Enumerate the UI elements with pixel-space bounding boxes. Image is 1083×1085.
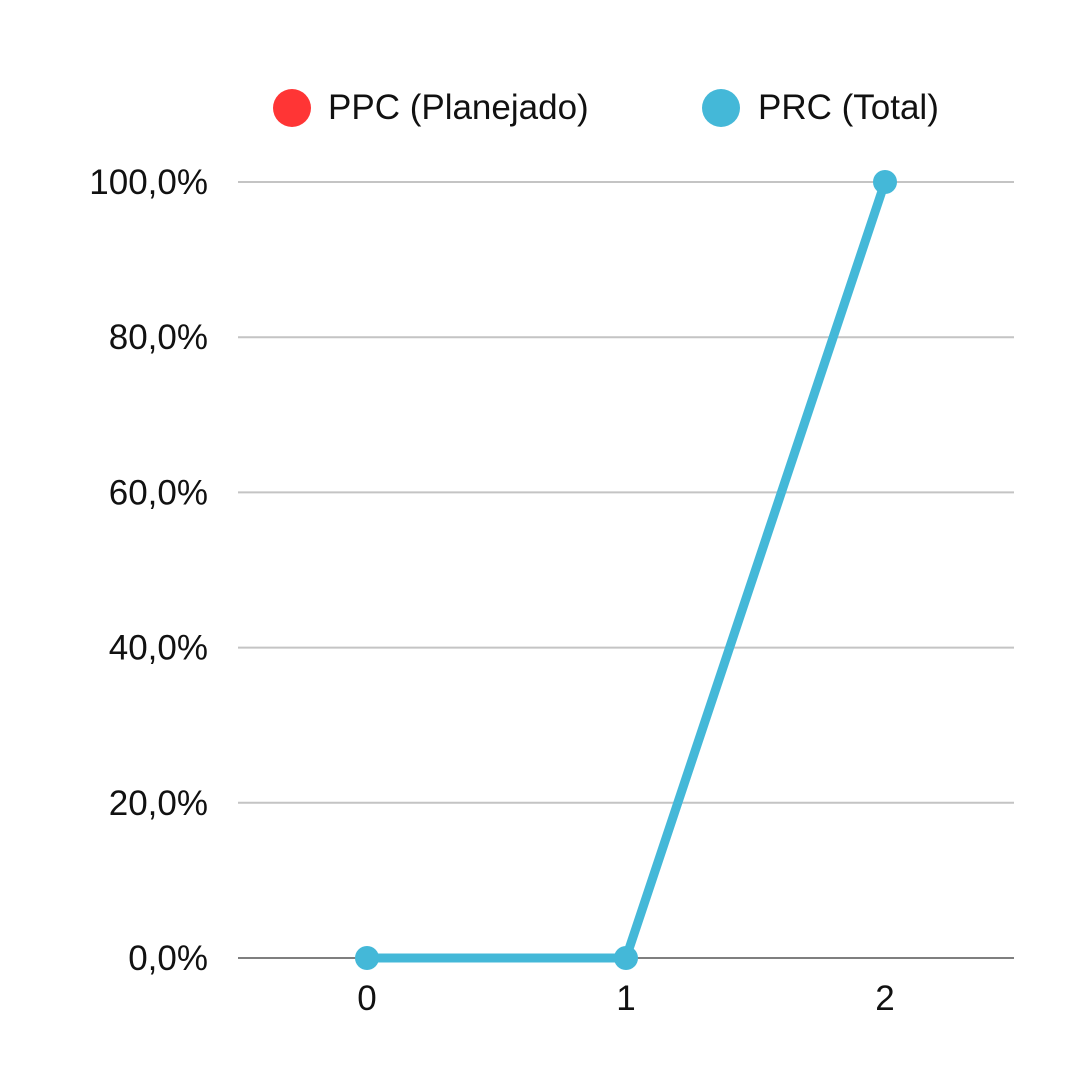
y-tick-label: 20,0% xyxy=(109,784,208,823)
legend: PPC (Planejado) PRC (Total) xyxy=(273,88,939,127)
y-tick-label: 100,0% xyxy=(89,163,208,202)
y-tick-label: 0,0% xyxy=(128,939,208,978)
series-lines xyxy=(355,170,897,970)
x-tick-label: 0 xyxy=(357,979,376,1018)
legend-marker xyxy=(273,89,311,127)
series-line xyxy=(362,177,890,963)
legend-marker xyxy=(702,89,740,127)
axes: 0,0% 20,0% 40,0% 60,0% 80,0% 100,0% 0 1 2 xyxy=(89,163,894,1018)
x-tick-label: 2 xyxy=(875,979,894,1018)
legend-label: PPC (Planejado) xyxy=(328,88,589,127)
data-point xyxy=(355,946,379,970)
data-point xyxy=(873,170,897,194)
y-tick-label: 40,0% xyxy=(109,629,208,668)
y-tick-label: 60,0% xyxy=(109,473,208,512)
x-tick-label: 1 xyxy=(616,979,635,1018)
y-tick-label: 80,0% xyxy=(109,318,208,357)
gridlines xyxy=(238,181,1014,959)
data-point xyxy=(614,946,638,970)
legend-label: PRC (Total) xyxy=(758,88,939,127)
